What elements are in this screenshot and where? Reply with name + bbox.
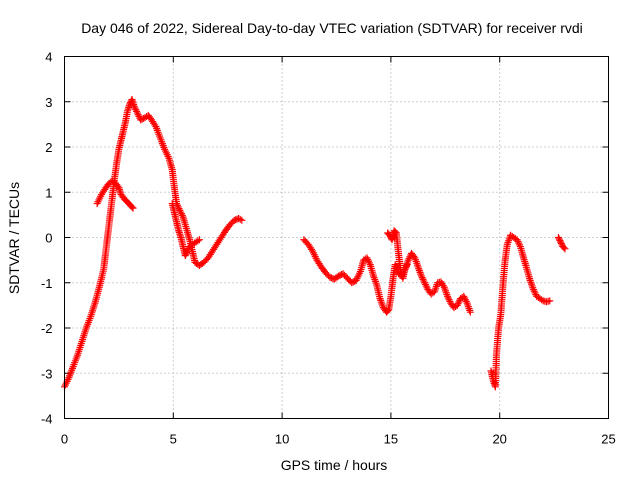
chart-title: Day 046 of 2022, Sidereal Day-to-day VTE… xyxy=(81,20,583,36)
data-point xyxy=(513,236,521,244)
y-tick-label: -2 xyxy=(41,321,53,336)
data-point xyxy=(238,216,246,224)
data-point xyxy=(514,237,522,245)
x-tick-label: 20 xyxy=(492,432,506,447)
data-point xyxy=(133,107,141,115)
data-point xyxy=(531,289,539,297)
y-tick-label: 4 xyxy=(45,50,52,65)
data-point xyxy=(529,286,537,294)
data-point xyxy=(516,241,524,249)
y-tick-label: 3 xyxy=(45,95,52,110)
y-tick-label: -3 xyxy=(41,366,53,381)
x-tick-label: 10 xyxy=(275,432,289,447)
plot-frame xyxy=(64,56,609,419)
data-point xyxy=(404,256,412,264)
data-point xyxy=(114,182,122,190)
data-point xyxy=(418,274,426,282)
data-point xyxy=(515,239,523,247)
data-point xyxy=(556,237,564,245)
data-point xyxy=(177,210,185,218)
y-tick-label: 1 xyxy=(45,185,52,200)
data-point xyxy=(561,245,569,253)
data-point xyxy=(176,206,184,214)
data-point xyxy=(184,246,192,254)
data-point xyxy=(530,287,538,295)
data-point xyxy=(461,296,469,304)
data-point xyxy=(151,121,159,129)
y-tick-label: 2 xyxy=(45,140,52,155)
data-point xyxy=(178,211,186,219)
x-tick-label: 15 xyxy=(384,432,398,447)
data-point xyxy=(455,298,463,306)
data-point xyxy=(421,279,429,287)
y-tick-label: 0 xyxy=(45,231,52,246)
data-point xyxy=(183,247,191,255)
data-point xyxy=(443,292,451,300)
data-point xyxy=(555,235,563,243)
data-point xyxy=(420,277,428,285)
data-point xyxy=(195,236,203,244)
data-point xyxy=(384,307,392,315)
data-point xyxy=(402,264,410,272)
data-point xyxy=(391,228,399,236)
data-point xyxy=(183,249,191,257)
y-tick-labels: -4 -3 -2 -1 0 1 2 3 4 xyxy=(41,50,53,427)
data-point xyxy=(365,259,373,267)
data-point xyxy=(131,104,139,112)
y-axis-title: SDTVAR / TECUs xyxy=(6,182,22,294)
data-point xyxy=(421,280,429,288)
data-point xyxy=(554,234,562,241)
data-point xyxy=(181,252,189,260)
data-point xyxy=(560,244,568,252)
data-point xyxy=(134,111,142,119)
data-point xyxy=(177,208,185,216)
data-series-rvdi xyxy=(61,95,569,391)
data-point xyxy=(403,261,411,269)
x-tick-label: 25 xyxy=(601,432,615,447)
data-point xyxy=(445,296,453,304)
data-point xyxy=(461,294,469,302)
y-tick-label: -1 xyxy=(41,276,53,291)
data-point xyxy=(460,292,468,300)
data-point xyxy=(417,272,425,280)
data-point xyxy=(444,294,452,302)
y-tick-label: -4 xyxy=(41,412,53,427)
data-point xyxy=(419,275,427,283)
data-point xyxy=(365,257,373,265)
data-point xyxy=(133,109,141,117)
data-point xyxy=(453,301,461,309)
data-point xyxy=(466,308,474,316)
data-point xyxy=(307,245,315,253)
grid-lines xyxy=(64,56,609,419)
data-point xyxy=(462,297,470,305)
data-point xyxy=(132,106,140,114)
data-point xyxy=(454,300,462,308)
data-point xyxy=(401,265,409,273)
data-point xyxy=(364,256,372,264)
data-point xyxy=(546,297,554,305)
x-tick-labels: 0 5 10 15 20 25 xyxy=(61,432,616,447)
x-axis-title: GPS time / hours xyxy=(281,457,388,473)
data-point xyxy=(557,238,565,246)
data-point xyxy=(538,296,546,304)
data-point xyxy=(194,237,202,245)
x-tick-label: 5 xyxy=(170,432,177,447)
data-point xyxy=(128,203,136,211)
data-point xyxy=(236,215,244,223)
data-point xyxy=(363,254,371,262)
data-point xyxy=(129,204,137,212)
data-point xyxy=(182,250,190,258)
data-point xyxy=(130,102,138,110)
data-point xyxy=(557,240,565,248)
data-point xyxy=(422,282,430,290)
x-tick-label: 0 xyxy=(61,432,68,447)
data-point xyxy=(402,262,410,270)
